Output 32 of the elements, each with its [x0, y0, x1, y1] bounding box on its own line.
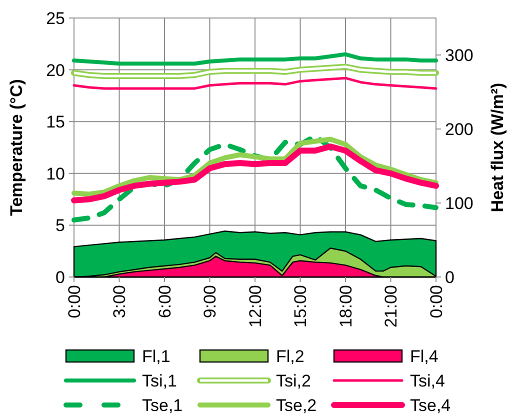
y-tick-label: 15: [46, 112, 65, 132]
x-tick-label: 9:00: [200, 285, 220, 318]
y2-axis-title: Heat flux (W/m²): [488, 82, 507, 212]
x-tick-label: 0:00: [64, 285, 84, 318]
legend-label: Fl,4: [410, 346, 438, 366]
x-tick-label: 3:00: [110, 285, 130, 318]
legend-label: Tsi,4: [410, 371, 445, 390]
y-tick-label: 0: [56, 268, 65, 287]
legend-label: Tse,1: [142, 396, 183, 414]
y-tick-label: 25: [46, 8, 65, 28]
legend-label: Tse,4: [410, 396, 451, 414]
x-tick-label: 6:00: [155, 285, 174, 318]
y-tick-label: 5: [56, 216, 65, 236]
legend-label: Tsi,1: [142, 371, 177, 390]
line-series: [72, 76, 438, 90]
x-tick-label: 15:00: [291, 285, 310, 328]
x-tick-label: 0:00: [426, 285, 446, 318]
y2-tick-label: 200: [445, 120, 474, 139]
x-tick-label: 18:00: [336, 285, 356, 328]
y-tick-label: 10: [46, 164, 65, 184]
y-tick-label: 20: [46, 60, 65, 80]
legend-label: Fl,1: [142, 346, 170, 366]
legend-label: Tse,2: [276, 396, 317, 414]
x-tick-label: 21:00: [382, 285, 401, 328]
x-tick-label: 12:00: [246, 285, 265, 328]
y2-tick-label: 0: [445, 268, 454, 287]
legend-label: Tsi,2: [276, 371, 311, 390]
y2-tick-label: 300: [445, 46, 474, 65]
legend-label: Fl,2: [276, 346, 304, 366]
line-series: [72, 52, 438, 66]
y2-tick-label: 100: [445, 194, 474, 213]
y-axis-title: Temperature (°C): [7, 79, 26, 216]
